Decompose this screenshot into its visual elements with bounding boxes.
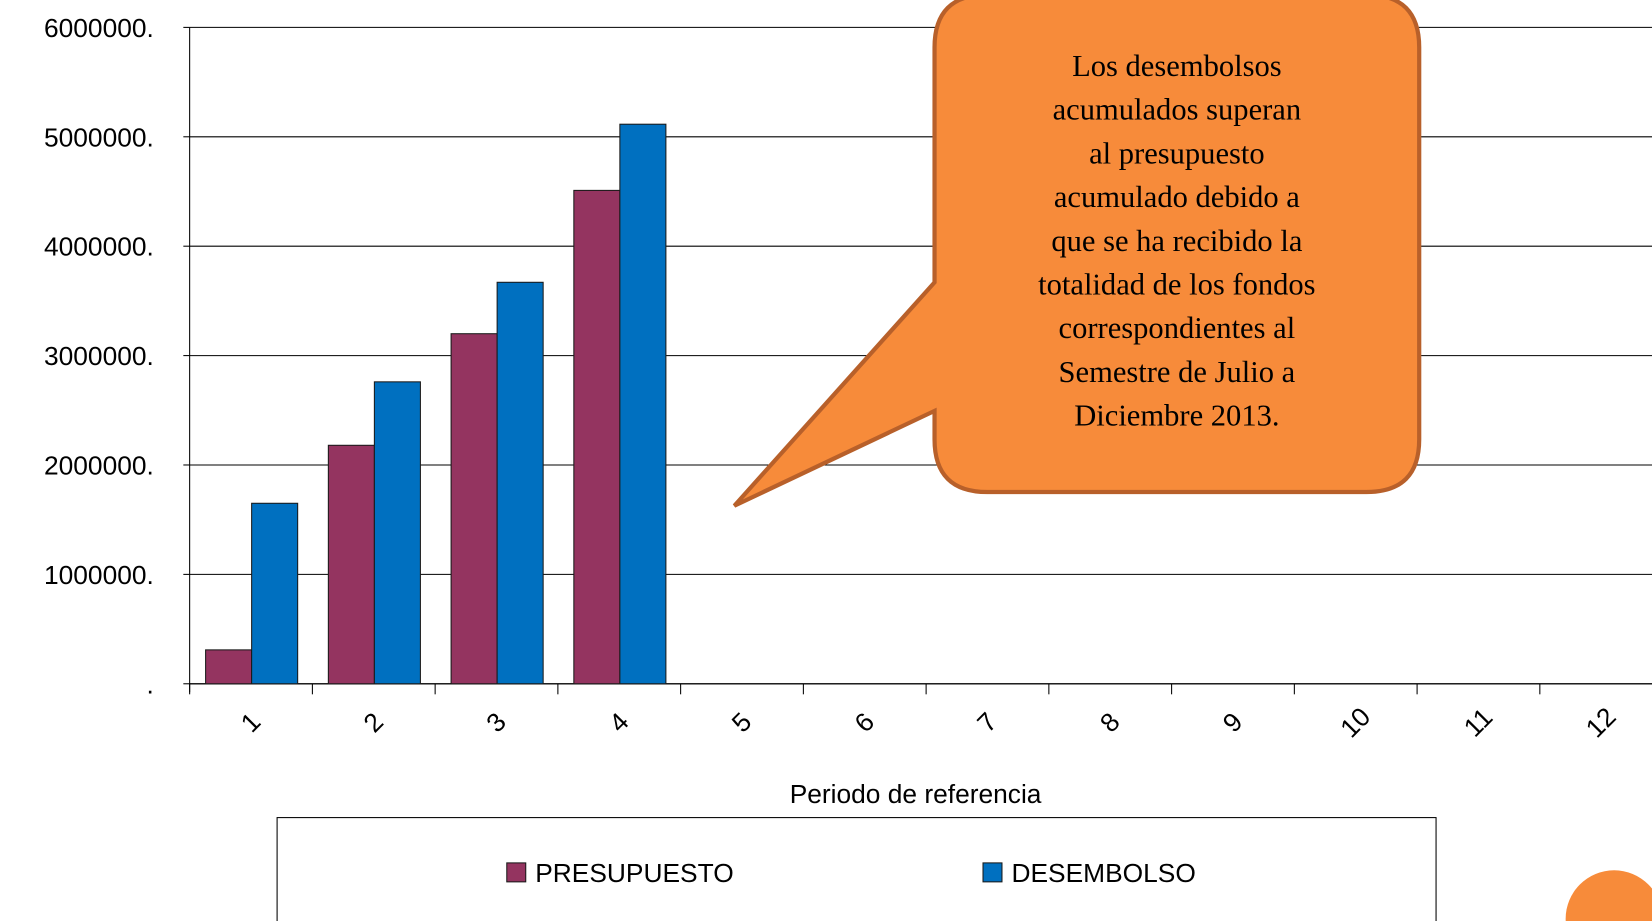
bar — [327, 444, 375, 685]
y-tick-label: 5000000. — [44, 122, 154, 152]
bar — [619, 123, 667, 685]
callout-text: acumulados superan — [1053, 93, 1302, 127]
x-tick-label: 4 — [603, 707, 635, 739]
x-axis-title: Periodo de referencia — [790, 779, 1042, 809]
callout-text: Semestre de Julio a — [1059, 355, 1296, 389]
legend-swatch — [506, 862, 527, 883]
callout-text: totalidad de los fondos — [1038, 267, 1315, 301]
legend-swatch — [982, 862, 1003, 883]
callout-text: al presupuesto — [1089, 136, 1265, 170]
callout-text: acumulado debido a — [1054, 180, 1300, 214]
x-tick-label: 5 — [726, 707, 758, 739]
callout-text: correspondientes al — [1059, 311, 1296, 345]
x-tick-label: 8 — [1094, 707, 1126, 739]
callout-text: que se ha recibido la — [1051, 224, 1302, 258]
callout-shape — [732, 0, 1422, 508]
bar — [496, 281, 544, 685]
y-tick-label: 2000000. — [44, 450, 154, 480]
bar — [573, 189, 621, 685]
y-tick-label: 1000000. — [44, 560, 154, 590]
x-tick-label: 2 — [358, 707, 390, 739]
callout-text: Diciembre 2013. — [1074, 399, 1279, 433]
x-tick-label: 12 — [1580, 701, 1622, 743]
x-tick-label: 10 — [1334, 701, 1376, 743]
callout-text: Los desembolsos — [1072, 49, 1282, 83]
x-tick-label: 6 — [849, 707, 881, 739]
decor-circle — [1565, 870, 1652, 921]
x-tick-label: 3 — [480, 707, 512, 739]
x-tick-label: 7 — [971, 707, 1003, 739]
bar — [373, 381, 421, 685]
bar — [205, 649, 253, 685]
chart-body: . 1000000. 2000000. 3000000. 4000000. 5000000… — [44, 0, 1652, 921]
y-tick-label: . — [146, 669, 153, 699]
legend-label: PRESUPUESTO — [535, 858, 733, 888]
legend-label: DESEMBOLSO — [1011, 858, 1195, 888]
x-tick-label: 9 — [1217, 707, 1249, 739]
y-tick-label: 6000000. — [44, 13, 154, 43]
x-tick-label: 1 — [235, 707, 267, 739]
bar — [450, 333, 498, 685]
x-tick-label: 11 — [1458, 702, 1499, 743]
y-tick-label: 4000000. — [44, 232, 154, 262]
bar — [251, 502, 299, 685]
y-tick-label: 3000000. — [44, 341, 154, 371]
legend-box — [276, 817, 1437, 921]
